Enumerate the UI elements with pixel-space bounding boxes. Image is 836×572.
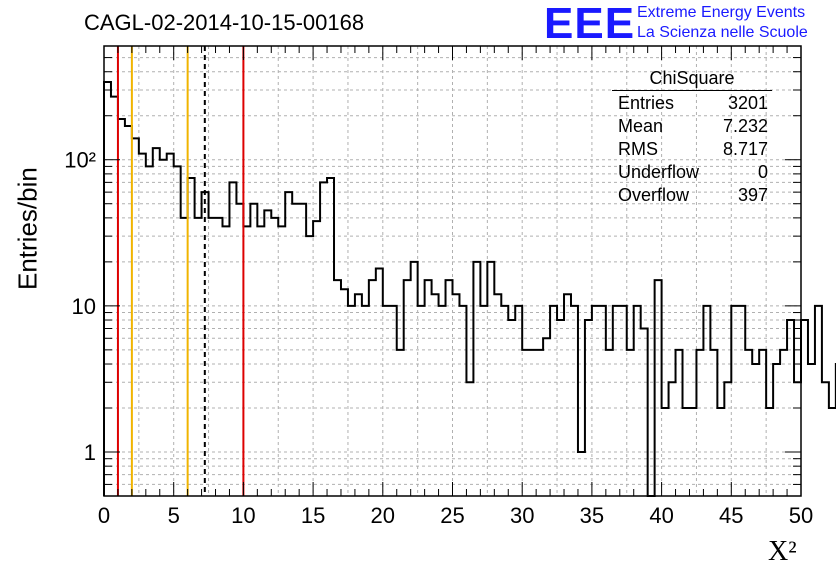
stat-value: 8.717 — [722, 139, 768, 159]
y-tick-label: 10 — [72, 294, 96, 319]
x-tick-label: 35 — [580, 503, 604, 528]
y-tick-label: 1 — [84, 440, 96, 465]
y-axis-label: Entries/bin — [12, 167, 43, 290]
stat-row-mean: Mean 7.232 — [612, 116, 776, 139]
stat-value: 7.232 — [722, 116, 768, 136]
x-tick-label: 20 — [371, 503, 395, 528]
stat-label: RMS — [618, 139, 658, 159]
x-tick-label: 0 — [98, 503, 110, 528]
eee-logo: EEE — [544, 0, 636, 48]
y-tick-label: 10² — [64, 148, 96, 173]
x-tick-label: 30 — [510, 503, 534, 528]
x-tick-label: 10 — [231, 503, 255, 528]
stat-label: Entries — [618, 93, 675, 113]
x-tick-label: 5 — [168, 503, 180, 528]
stat-value: 397 — [737, 185, 768, 205]
x-tick-label: 50 — [789, 503, 813, 528]
x-axis-label: X² — [768, 536, 797, 567]
stat-row-underflow: Underflow 0 — [612, 162, 776, 185]
stat-row-overflow: Overflow 397 — [612, 185, 776, 208]
x-tick-label: 45 — [719, 503, 743, 528]
x-tick-label: 15 — [301, 503, 325, 528]
x-tick-label: 40 — [649, 503, 673, 528]
stat-label: Overflow — [618, 185, 690, 205]
x-tick-label: 25 — [440, 503, 464, 528]
stats-box: ChiSquare Entries 3201 Mean 7.232 RMS 8.… — [612, 68, 776, 208]
stat-value: 3201 — [727, 93, 768, 113]
histogram-series — [103, 81, 836, 497]
stats-title: ChiSquare — [612, 68, 772, 91]
stat-label: Underflow — [618, 162, 700, 182]
chart-title: CAGL-02-2014-10-15-00168 — [84, 10, 365, 35]
stat-label: Mean — [618, 116, 664, 136]
stat-value: 0 — [757, 162, 768, 182]
logo-line-1: Extreme Energy Events — [637, 4, 806, 21]
stat-row-rms: RMS 8.717 — [612, 139, 776, 162]
stat-row-entries: Entries 3201 — [612, 93, 776, 116]
logo-line-2: La Scienza nelle Scuole — [637, 24, 808, 41]
